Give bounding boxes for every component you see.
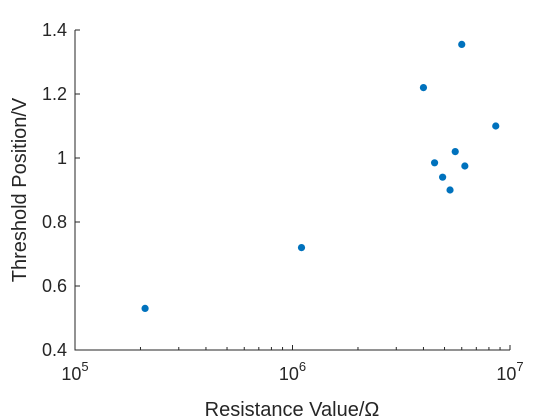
y-tick-label: 1.4: [42, 20, 67, 40]
ticks-layer: [74, 29, 511, 351]
data-point: [297, 244, 306, 252]
y-tick-label: 1.2: [42, 84, 67, 104]
x-tick-label: 105: [61, 359, 88, 384]
x-tick-label: 107: [496, 359, 523, 384]
y-tick-label: 1: [57, 148, 67, 168]
data-point: [141, 304, 149, 312]
points-layer: [141, 40, 500, 312]
axes-frame: [74, 30, 510, 351]
y-tick-label: 0.6: [42, 276, 67, 296]
data-point: [461, 162, 469, 170]
y-axis-label: Threshold Position/V: [9, 97, 31, 282]
data-point: [492, 122, 500, 130]
y-tick-label: 0.4: [42, 340, 67, 360]
x-tick-label: 106: [279, 359, 306, 384]
data-point: [430, 159, 439, 167]
x-axis-label: Resistance Value/Ω: [205, 399, 380, 420]
data-point: [419, 84, 428, 92]
data-point: [446, 186, 454, 194]
data-point: [458, 40, 466, 49]
data-point: [451, 148, 459, 156]
y-tick-label: 0.8: [42, 212, 67, 232]
labels-layer: 0.4 0.6 0.8 1 1.2 1.4 105 106 107: [42, 20, 524, 384]
data-point: [439, 173, 447, 181]
